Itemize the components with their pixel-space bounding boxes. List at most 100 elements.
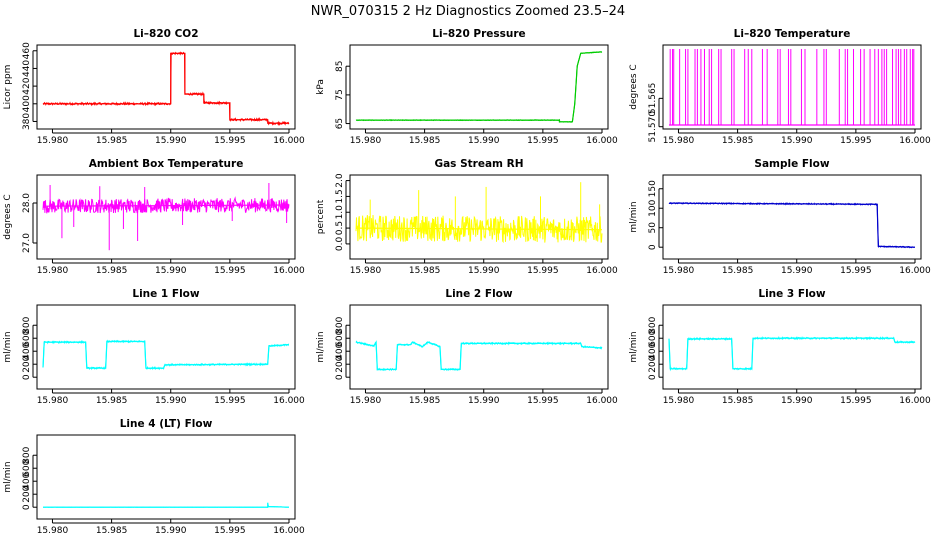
x-tick-label: 15.980 xyxy=(663,266,695,276)
y-tick-label: 420 xyxy=(22,77,32,94)
y-tick-label: 27.0 xyxy=(22,233,32,253)
x-tick-label: 15.995 xyxy=(840,396,872,406)
y-tick-label: 100 xyxy=(648,199,658,216)
y-axis-label: percent xyxy=(316,199,326,234)
chart-title: Ambient Box Temperature xyxy=(89,158,244,170)
series-trend xyxy=(668,202,916,248)
y-tick-label: 800 xyxy=(22,316,32,333)
chart-title: Li–820 Temperature xyxy=(734,28,851,40)
plot-frame xyxy=(349,174,609,260)
y-tick-label: 85 xyxy=(335,60,345,71)
y-axis-label: Licor ppm xyxy=(3,65,13,110)
chart-title: Li–820 CO2 xyxy=(133,28,198,40)
y-tick-label: 800 xyxy=(22,446,32,463)
series-trend xyxy=(355,340,603,370)
x-tick-label: 15.985 xyxy=(409,266,441,276)
y-tick-label: 0.5 xyxy=(335,221,345,235)
x-tick-label: 15.995 xyxy=(214,396,246,406)
chart-title: Li–820 Pressure xyxy=(432,28,525,40)
y-tick-label: 600 xyxy=(22,459,32,476)
x-tick-label: 15.985 xyxy=(409,396,441,406)
plot-frame xyxy=(662,304,922,390)
chart-title: Line 2 Flow xyxy=(445,288,512,300)
x-tick-label: 16.000 xyxy=(899,396,931,406)
x-tick-label: 15.985 xyxy=(96,396,128,406)
series-line xyxy=(355,51,603,123)
y-axis-label: kPa xyxy=(316,79,326,95)
x-tick-label: 15.995 xyxy=(214,266,246,276)
x-tick-label: 15.995 xyxy=(214,136,246,146)
chart-title: Line 3 Flow xyxy=(758,288,825,300)
y-axis-label: ml/min xyxy=(3,331,13,362)
x-tick-label: 15.980 xyxy=(350,266,382,276)
series-trend xyxy=(43,52,289,124)
x-tick-label: 15.995 xyxy=(527,266,559,276)
x-tick-label: 15.980 xyxy=(37,526,69,536)
y-tick-label: 75 xyxy=(335,89,345,100)
chart-title: Line 1 Flow xyxy=(132,288,199,300)
x-tick-label: 15.980 xyxy=(37,266,69,276)
y-tick-label: 51.565 xyxy=(648,83,658,115)
chart-panel: Gas Stream RH 15.980 15.985 15.990 15.995 16.… xyxy=(316,158,618,276)
x-tick-label: 15.985 xyxy=(722,136,754,146)
x-tick-label: 15.990 xyxy=(781,396,813,406)
y-tick-label: 440 xyxy=(22,60,32,77)
y-tick-label: 50 xyxy=(648,222,658,234)
x-tick-label: 16.000 xyxy=(586,396,618,406)
x-tick-label: 15.985 xyxy=(722,266,754,276)
chart-title: Line 4 (LT) Flow xyxy=(120,418,213,430)
y-tick-label: 400 xyxy=(22,472,32,489)
x-tick-label: 16.000 xyxy=(273,136,305,146)
chart-title: Gas Stream RH xyxy=(434,158,523,170)
x-tick-label: 15.980 xyxy=(663,136,695,146)
x-tick-label: 15.985 xyxy=(722,396,754,406)
series-trend xyxy=(356,51,603,123)
y-tick-label: 0 xyxy=(648,374,658,380)
y-tick-label: 800 xyxy=(335,316,345,333)
series-trend xyxy=(668,337,915,370)
x-tick-label: 15.990 xyxy=(468,136,500,146)
x-tick-label: 15.980 xyxy=(350,136,382,146)
x-tick-label: 16.000 xyxy=(273,526,305,536)
chart-panel: Line 2 Flow 15.980 15.985 15.990 15.995 16.00… xyxy=(316,288,618,406)
x-tick-label: 16.000 xyxy=(586,136,618,146)
x-tick-label: 16.000 xyxy=(273,396,305,406)
chart-panel: Ambient Box Temperature 15.980 15.985 15.99… xyxy=(3,158,305,276)
y-tick-label: 65 xyxy=(335,118,345,129)
series-trend xyxy=(355,227,603,231)
x-tick-label: 15.990 xyxy=(155,396,187,406)
y-tick-label: 51.570 xyxy=(648,111,658,143)
series-trend xyxy=(42,204,290,207)
x-tick-label: 15.990 xyxy=(155,526,187,536)
x-tick-label: 15.980 xyxy=(37,136,69,146)
x-tick-label: 16.000 xyxy=(899,136,931,146)
y-tick-label: 200 xyxy=(22,485,32,502)
x-tick-label: 15.995 xyxy=(840,136,872,146)
x-tick-label: 15.990 xyxy=(781,136,813,146)
x-tick-label: 15.990 xyxy=(155,136,187,146)
y-tick-label: 400 xyxy=(22,342,32,359)
chart-panel: Li–820 CO2 15.980 15.985 15.990 15.995 16.000… xyxy=(3,28,305,146)
y-tick-label: 2.0 xyxy=(335,173,345,188)
y-tick-label: 200 xyxy=(335,355,345,372)
x-tick-label: 15.995 xyxy=(527,136,559,146)
y-tick-label: 600 xyxy=(22,329,32,346)
y-tick-label: 1.0 xyxy=(335,205,345,220)
x-tick-label: 15.980 xyxy=(663,396,695,406)
series-line xyxy=(42,196,290,214)
chart-title: Sample Flow xyxy=(754,158,829,170)
y-tick-label: 200 xyxy=(22,355,32,372)
chart-panel: Line 1 Flow 15.980 15.985 15.990 15.995 16.00… xyxy=(3,288,305,406)
x-tick-label: 16.000 xyxy=(586,266,618,276)
chart-panel: Line 3 Flow 15.980 15.985 15.990 15.995 16.00… xyxy=(629,288,931,406)
plot-frame xyxy=(36,44,296,130)
series-line xyxy=(355,214,603,244)
plot-frame xyxy=(662,44,922,130)
y-tick-label: 200 xyxy=(648,355,658,372)
plot-frame xyxy=(36,174,296,260)
chart-panel: Line 4 (LT) Flow 15.980 15.985 15.990 15.995… xyxy=(3,418,305,536)
y-tick-label: 400 xyxy=(335,342,345,359)
x-tick-label: 16.000 xyxy=(273,266,305,276)
x-tick-label: 15.990 xyxy=(468,396,500,406)
y-tick-label: 28.0 xyxy=(22,193,32,213)
